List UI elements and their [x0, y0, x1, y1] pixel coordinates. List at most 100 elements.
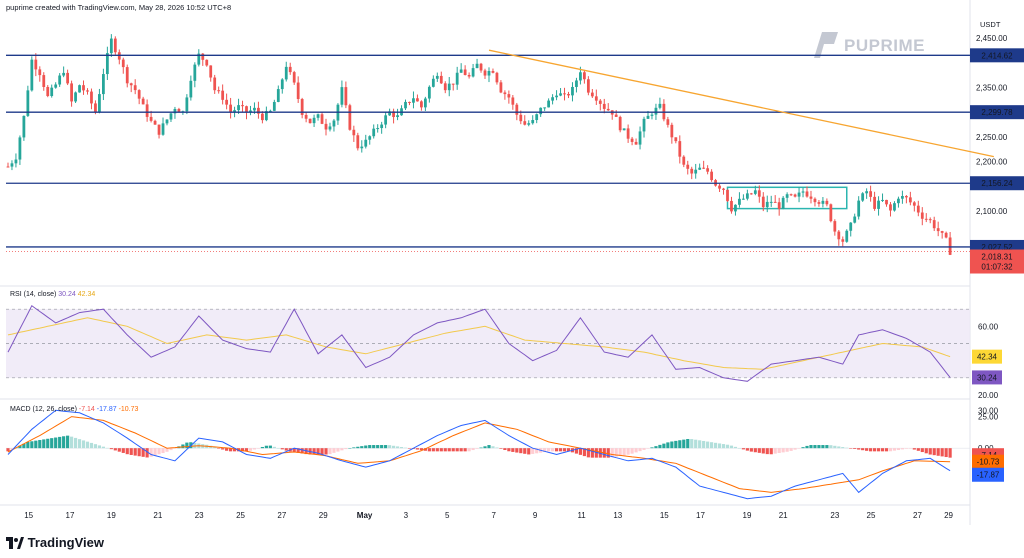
- candle-body: [427, 86, 431, 99]
- macd-histogram-bar: [399, 447, 404, 449]
- macd-histogram-bar: [594, 448, 598, 458]
- macd-histogram-bar: [793, 448, 797, 450]
- candle-body: [841, 239, 845, 242]
- candle-body: [161, 123, 165, 135]
- candle-body: [360, 146, 364, 149]
- macd-histogram-bar: [221, 448, 225, 450]
- macd-histogram-bar: [590, 448, 594, 458]
- candle-body: [245, 106, 248, 113]
- candle-body: [308, 118, 312, 124]
- date-tick-label: 29: [944, 511, 953, 520]
- macd-histogram-bar: [336, 448, 340, 452]
- rsi-legend-ma: 42.34: [78, 291, 96, 298]
- macd-histogram-bar: [515, 448, 519, 453]
- macd-histogram-bar: [511, 448, 515, 452]
- candle-body: [368, 136, 372, 140]
- macd-histogram-bar: [908, 448, 912, 449]
- candle-body: [535, 114, 539, 121]
- macd-histogram-bar: [634, 448, 638, 453]
- macd-histogram-bar: [503, 448, 507, 451]
- candle-body: [893, 203, 896, 211]
- candle-body: [459, 69, 463, 73]
- macd-histogram-bar: [296, 448, 300, 453]
- macd-histogram-bar: [165, 448, 169, 452]
- macd-histogram-bar: [805, 445, 809, 449]
- candle-body: [789, 194, 793, 196]
- macd-histogram-bar: [932, 448, 936, 456]
- candle-body: [58, 75, 62, 85]
- macd-histogram-bar: [121, 448, 125, 453]
- current-price-badge: [970, 249, 1024, 274]
- candle-body: [801, 191, 805, 193]
- rsi-tick-label: 60.00: [978, 322, 999, 331]
- macd-histogram-bar: [626, 448, 630, 455]
- candle-body: [74, 92, 77, 102]
- candle-body: [753, 190, 757, 194]
- candle-body: [571, 86, 574, 96]
- macd-histogram-bar: [54, 437, 58, 449]
- candle-body: [539, 107, 543, 115]
- macd-histogram-bar: [10, 448, 14, 450]
- macd-histogram-bar: [892, 448, 897, 451]
- candle-body: [507, 94, 511, 98]
- price-tick-label: 2,250.00: [976, 133, 1008, 142]
- macd-histogram-bar: [113, 448, 117, 451]
- date-tick-label: 9: [533, 511, 538, 520]
- macd-histogram-bar: [912, 448, 916, 450]
- countdown-label: 01:07:32: [981, 263, 1013, 272]
- date-tick-label: 13: [613, 511, 622, 520]
- macd-histogram-bar: [475, 448, 479, 449]
- candle-body: [423, 98, 427, 108]
- macd-histogram-bar: [674, 440, 678, 449]
- candle-body: [551, 97, 554, 101]
- macd-histogram-bar: [153, 448, 157, 456]
- candle-body: [773, 201, 777, 203]
- macd-histogram-bar: [785, 448, 789, 452]
- date-tick-label: 15: [24, 511, 33, 520]
- candle-body: [396, 115, 399, 118]
- candle-body: [785, 194, 789, 198]
- macd-histogram-bar: [853, 448, 857, 449]
- macd-histogram-bar: [384, 445, 388, 449]
- candle-body: [861, 193, 865, 201]
- macd-histogram-bar: [487, 445, 491, 449]
- price-chart[interactable]: 2,450.00 2,350.00 2,250.00 2,200.00 2,100.00…: [0, 0, 1024, 525]
- macd-histogram-bar: [646, 448, 650, 449]
- candle-body: [479, 63, 483, 71]
- macd-histogram-bar: [662, 443, 666, 449]
- candle-body: [527, 123, 531, 125]
- candle-body: [630, 138, 634, 142]
- macd-histogram-bar: [698, 440, 702, 449]
- macd-histogram-bar: [578, 448, 583, 455]
- candle-body: [658, 103, 662, 108]
- rsi-legend-value: 30.24: [58, 291, 77, 298]
- macd-histogram-bar: [157, 448, 161, 455]
- candle-body: [372, 128, 376, 137]
- macd-histogram-bar: [284, 448, 288, 451]
- macd-histogram-bar: [566, 448, 571, 452]
- date-tick-label: 23: [830, 511, 839, 520]
- candle-body: [340, 87, 344, 105]
- macd-histogram-bar: [185, 442, 189, 449]
- candle-body: [813, 198, 817, 203]
- candle-body: [431, 78, 435, 87]
- puprime-logo: PUPRIME: [808, 28, 958, 62]
- candle-body: [62, 72, 66, 76]
- macd-histogram-bar: [312, 448, 316, 455]
- candle-body: [928, 219, 932, 221]
- macd-histogram-bar: [181, 444, 185, 449]
- macd-histogram-bar: [73, 437, 78, 449]
- candle-body: [674, 137, 678, 142]
- date-tick-label: 25: [236, 511, 245, 520]
- macd-histogram-bar: [837, 446, 841, 449]
- macd-histogram-bar: [213, 447, 217, 449]
- candle-body: [904, 196, 908, 198]
- macd-histogram-bar: [845, 447, 849, 449]
- macd-histogram-bar: [904, 448, 908, 449]
- macd-histogram-bar: [872, 448, 877, 452]
- macd-histogram-bar: [551, 448, 555, 452]
- macd-histogram-bar: [483, 446, 487, 449]
- macd-histogram-bar: [495, 447, 499, 449]
- candle-body: [392, 111, 395, 118]
- macd-histogram-bar: [348, 448, 352, 449]
